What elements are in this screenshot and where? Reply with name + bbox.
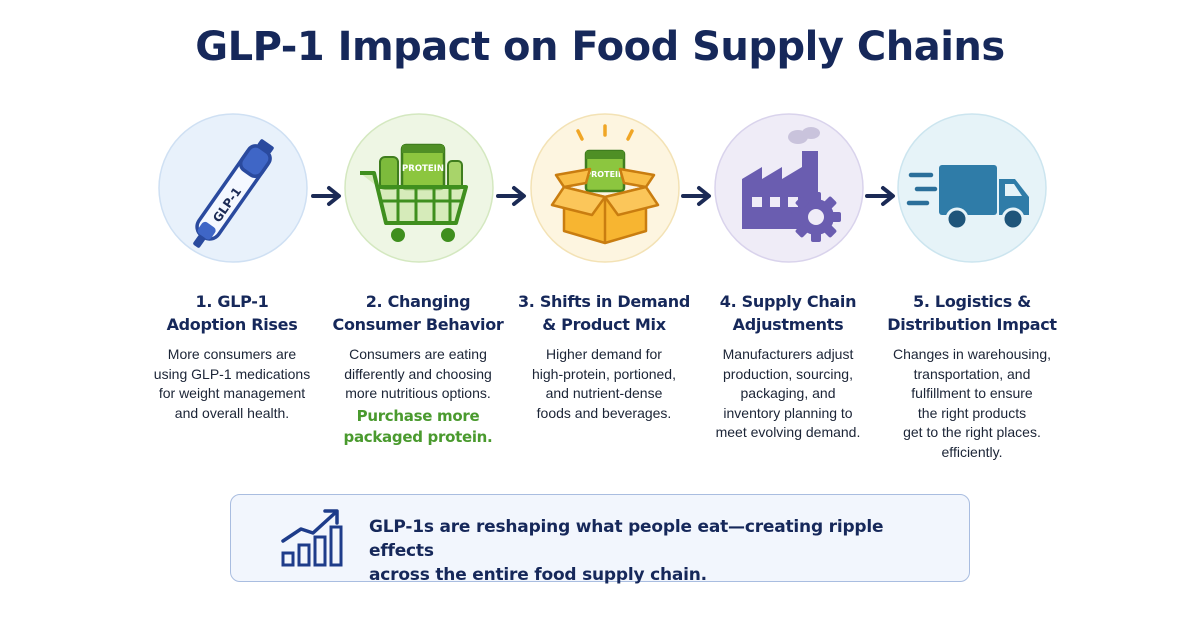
cart-protein-label: PROTEIN [402,164,444,174]
arrow-right-icon [496,186,526,206]
description-line: get to the right places. [903,424,1041,440]
step-3-description: Higher demand for high-protein, portione… [494,345,714,423]
summary-line: across the entire food supply chain. [369,565,707,585]
step-2-title-line: 2. Changing [365,292,471,311]
step-4-description: Manufacturers adjust production, sourcin… [678,345,898,443]
step-1-description: More consumers are using GLP-1 medicatio… [122,345,342,423]
step-4-title: 4. Supply Chain Adjustments [678,290,898,336]
description-line: Manufacturers adjust [722,346,854,362]
step-1-circle: GLP-1 [158,113,308,263]
step-5-circle [897,113,1047,263]
summary-text: GLP-1s are reshaping what people eat—cre… [369,515,949,587]
description-line: efficiently. [941,443,1003,460]
description-line: for weight management [158,385,306,401]
arrow-right-icon [865,186,895,206]
description-line: foods and beverages. [536,404,672,421]
step-2-highlight: Purchase more packaged protein. [308,406,528,448]
description-line: More consumers are [167,346,297,362]
step-5-title-line: Distribution Impact [887,315,1057,334]
step-3-title-line: 3. Shifts in Demand [517,292,691,311]
summary-box: GLP-1s are reshaping what people eat—cre… [230,494,970,585]
description-line: differently and choosing [344,365,492,382]
description-line: and nutrient-dense [545,385,663,401]
description-line: more nutritious options. [345,385,491,401]
description-line: and overall health. [174,404,290,421]
step-2-description: Consumers are eating differently and cho… [308,345,528,404]
highlight-line: packaged protein. [343,428,493,446]
highlight-line: Purchase more [356,407,480,425]
description-line: using GLP-1 medications [153,365,311,382]
step-1-title-line: 1. GLP-1 [195,292,269,311]
step-2-title: 2. Changing Consumer Behavior [308,290,528,336]
open-box-icon: PROTEIN [530,113,680,263]
description-line: transportation, and [913,365,1031,382]
delivery-truck-icon [897,113,1047,263]
step-3-title: 3. Shifts in Demand & Product Mix [494,290,714,336]
arrow-right-icon [311,186,341,206]
step-4-title-line: 4. Supply Chain [719,292,857,311]
step-3-title-line: & Product Mix [542,315,666,334]
step-4-title-line: Adjustments [732,315,844,334]
step-5-title-line: 5. Logistics & [913,292,1031,311]
step-2-circle: PROTEIN [344,113,494,263]
description-line: Consumers are eating [349,346,487,362]
step-3-circle: PROTEIN [530,113,680,263]
page-title: GLP-1 Impact on Food Supply Chains [195,24,1005,70]
description-line: high-protein, portioned, [532,365,676,382]
step-1-title: 1. GLP-1 Adoption Rises [122,290,342,336]
description-line: Changes in warehousing, [893,346,1051,362]
shopping-cart-icon: PROTEIN [344,113,494,263]
box-protein-label: PROTEIN [585,170,624,179]
description-line: inventory planning to [723,404,853,421]
description-line: Higher demand for [546,346,662,362]
step-4-circle [714,113,864,263]
growth-chart-icon [281,509,343,567]
step-5-description: Changes in warehousing, transportation, … [862,345,1082,462]
step-1-title-line: Adoption Rises [166,315,298,334]
description-line: the right products [917,404,1027,421]
description-line: packaging, and [740,385,836,401]
description-line: production, sourcing, [723,365,853,382]
summary-line: GLP-1s are reshaping what people eat—cre… [369,517,884,561]
glp1-pen-icon: GLP-1 [158,113,308,263]
step-2-title-line: Consumer Behavior [332,315,504,334]
arrow-right-icon [681,186,711,206]
factory-gear-icon [714,113,864,263]
step-5-title: 5. Logistics & Distribution Impact [862,290,1082,336]
description-line: meet evolving demand. [715,424,861,440]
description-line: fulfillment to ensure [911,385,1033,401]
